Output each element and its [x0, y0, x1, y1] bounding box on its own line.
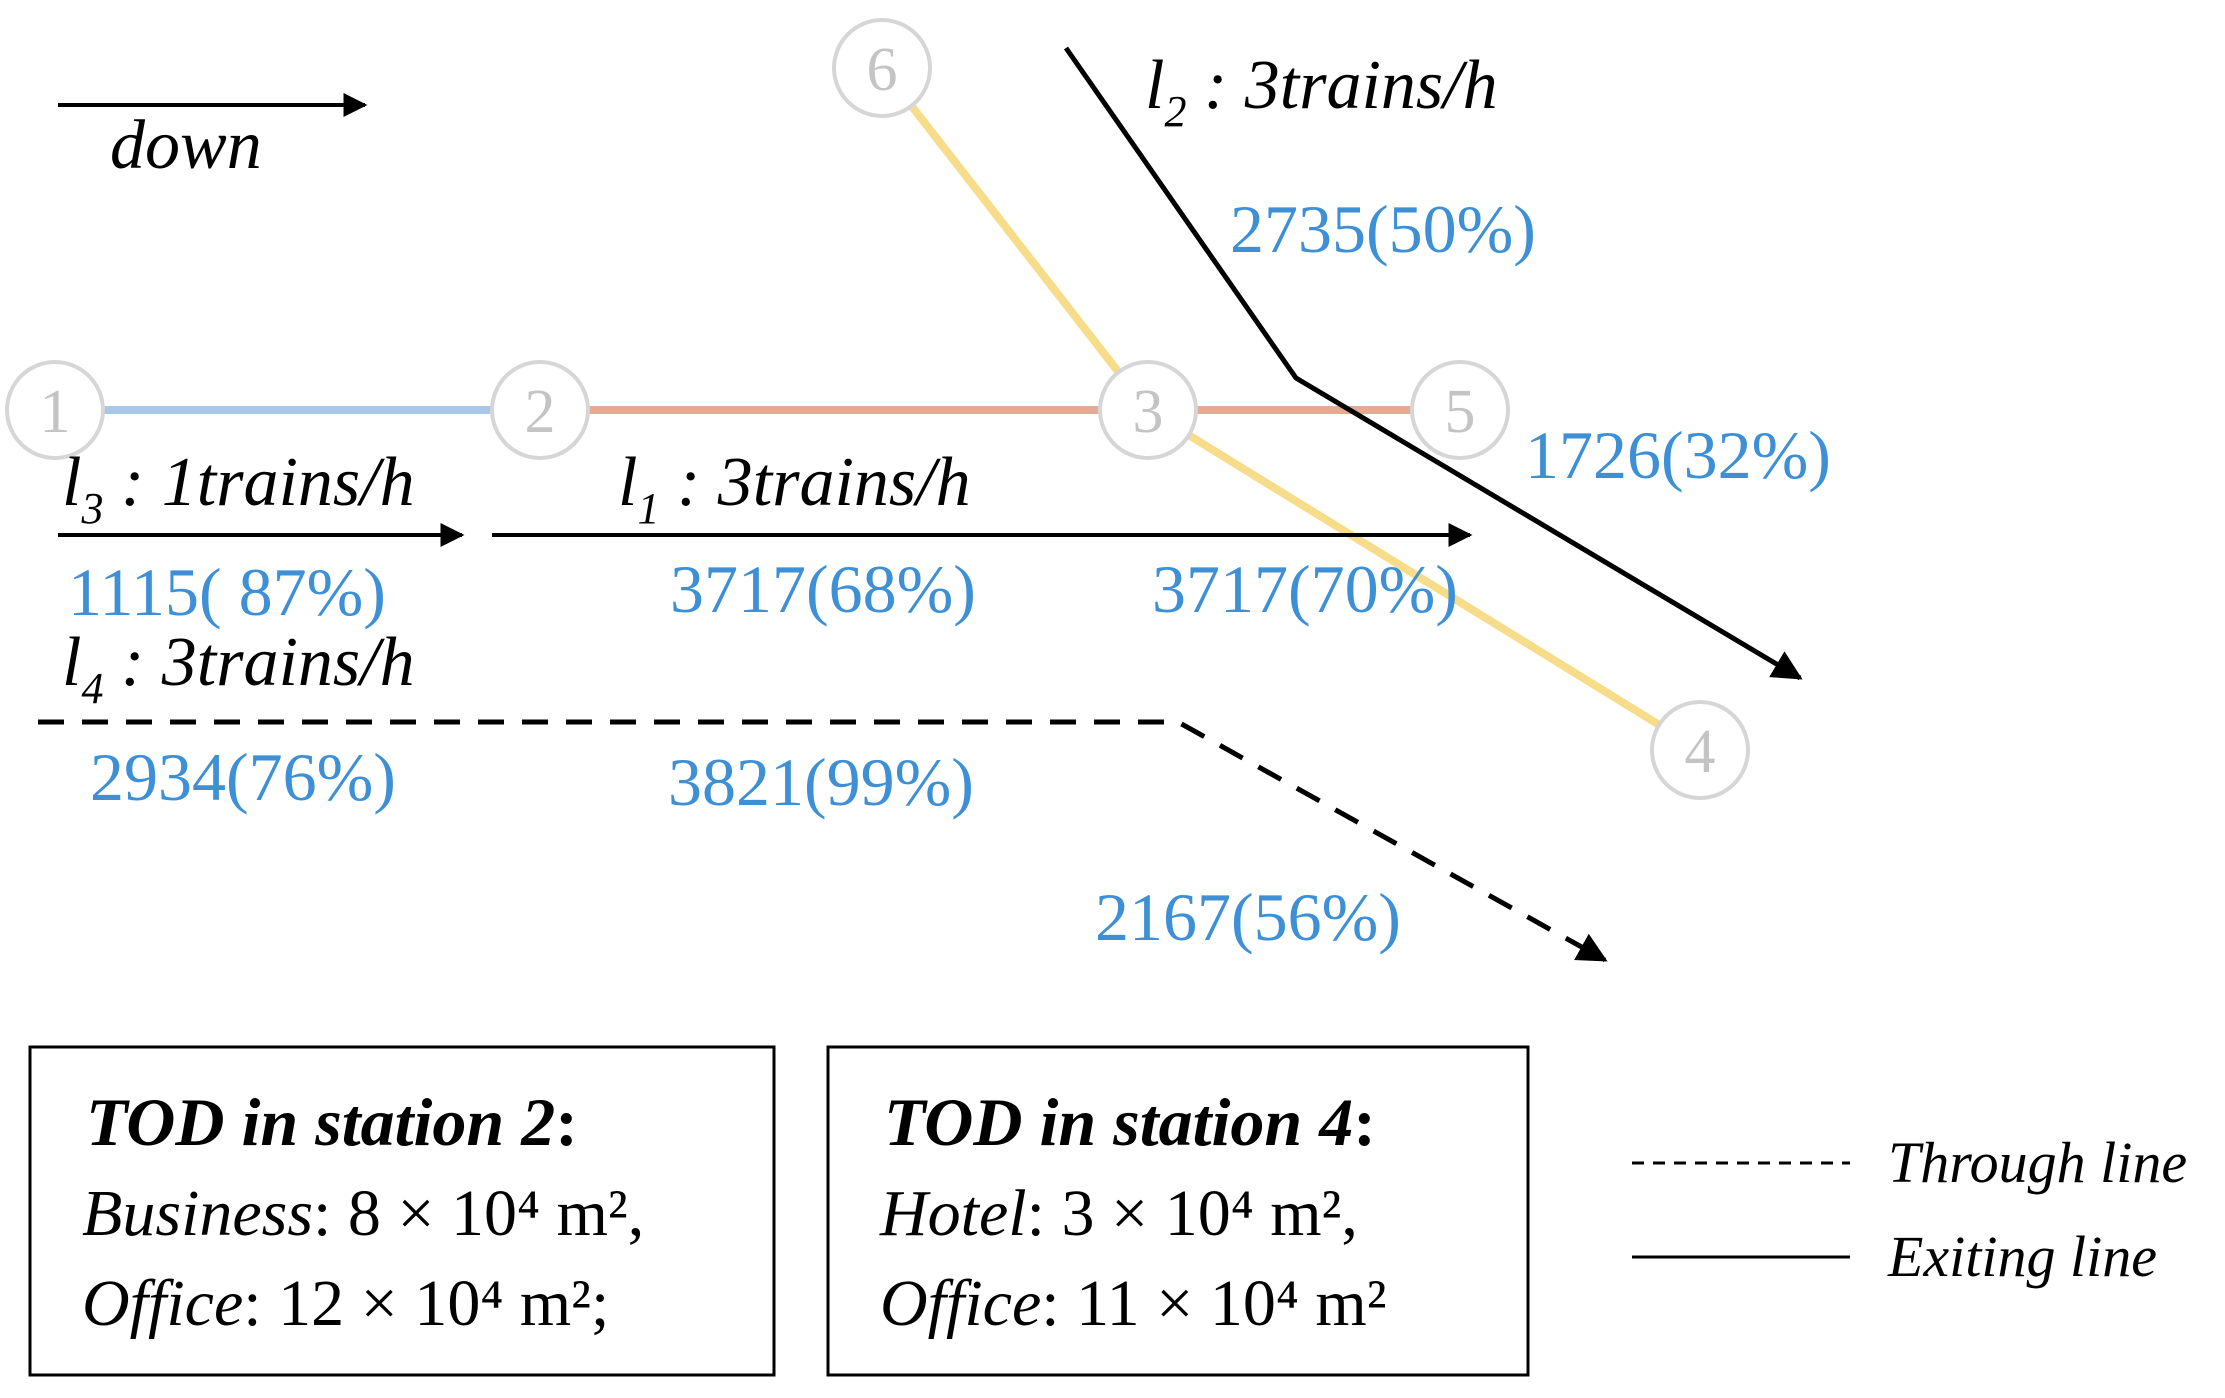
legend-through-label: Through line [1888, 1130, 2187, 1195]
svg-text:3: 3 [1133, 378, 1164, 446]
svg-text:2: 2 [525, 378, 556, 446]
tod-4-title: TOD in station 4 [884, 1084, 1353, 1160]
flow-l1-seg1: 3717(68%) [670, 551, 976, 627]
station-1: 1 [5, 360, 105, 460]
tod-4-line2-name: Office [880, 1267, 1041, 1340]
svg-text:6: 6 [867, 36, 898, 104]
station-4: 4 [1650, 700, 1750, 800]
tod-2-line1-name: Business [82, 1177, 313, 1250]
line-l2-path [1063, 46, 1803, 681]
flow-l4-seg1: 2934(76%) [90, 739, 396, 815]
label-l2: l2 : 3trains/h [1145, 47, 1498, 136]
tod-box-station-4: TOD in station 4: Hotel: 3 × 10⁴ m², Off… [826, 1045, 1530, 1377]
tod-box-station-2: TOD in station 2: Business: 8 × 10⁴ m², … [28, 1045, 776, 1377]
direction-label: down [110, 107, 262, 184]
tod-2-line2-value: : 12 × 10⁴ m²; [243, 1267, 609, 1340]
flow-l2-upper: 2735(50%) [1230, 191, 1536, 267]
tod-4-line1-value: : 3 × 10⁴ m², [1027, 1177, 1358, 1250]
line-l4-path [38, 719, 1608, 963]
svg-text:5: 5 [1445, 378, 1476, 446]
label-l1: l1 : 3trains/h [618, 444, 971, 533]
svg-text:Office: 12 × 10⁴ m²;: Office: 12 × 10⁴ m²; [82, 1267, 609, 1340]
flow-l4-seg3: 2167(56%) [1095, 879, 1401, 955]
svg-text:TOD in station 2:: TOD in station 2: [86, 1084, 578, 1160]
svg-text:1: 1 [40, 378, 71, 446]
svg-text:Business: 8 × 10⁴ m²,: Business: 8 × 10⁴ m², [82, 1177, 644, 1250]
tod-2-line2-name: Office [82, 1267, 243, 1340]
svg-text:Office: 11 × 10⁴ m²: Office: 11 × 10⁴ m² [880, 1267, 1387, 1340]
svg-text:Hotel: 3 × 10⁴ m²,: Hotel: 3 × 10⁴ m², [879, 1177, 1358, 1250]
station-5: 5 [1410, 360, 1510, 460]
svg-text:TOD in station 4:: TOD in station 4: [884, 1084, 1376, 1160]
station-3: 3 [1098, 360, 1198, 460]
svg-text:4: 4 [1685, 718, 1716, 786]
tod-4-line1-name: Hotel [879, 1177, 1027, 1250]
tod-4-line2-value: : 11 × 10⁴ m² [1041, 1267, 1386, 1340]
label-l4: l4 : 3trains/h [62, 624, 415, 713]
station-6: 6 [832, 18, 932, 118]
flow-l4-seg2: 3821(99%) [668, 744, 974, 820]
flow-l3-seg: 1115( 87%) [68, 554, 386, 630]
tod-2-line1-value: : 8 × 10⁴ m², [313, 1177, 644, 1250]
tod-2-title: TOD in station 2 [86, 1084, 555, 1160]
flow-l2-lower: 1726(32%) [1525, 417, 1831, 493]
label-l3: l3 : 1trains/h [62, 444, 415, 533]
flow-l1-seg2: 3717(70%) [1152, 551, 1458, 627]
station-2: 2 [490, 360, 590, 460]
legend: Through line Exiting line [1632, 1130, 2187, 1289]
legend-exiting-label: Exiting line [1887, 1224, 2157, 1289]
